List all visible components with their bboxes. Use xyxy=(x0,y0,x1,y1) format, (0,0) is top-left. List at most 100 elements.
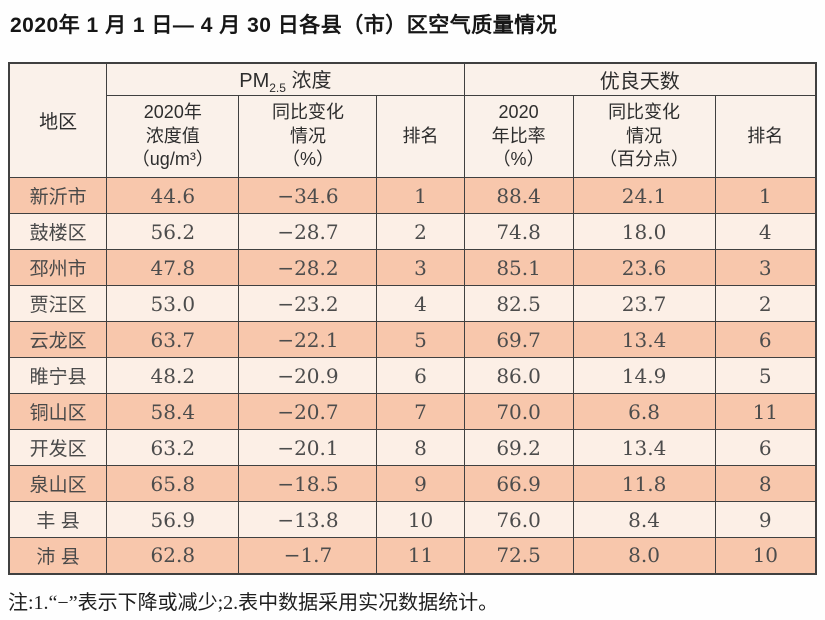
col-header-region: 地区 xyxy=(8,62,108,178)
rate-line1: 2020 xyxy=(498,101,539,122)
cell-rate-rank: 6 xyxy=(714,429,817,466)
cell-region: 邳州市 xyxy=(8,249,108,286)
cell-pm-change: −28.7 xyxy=(238,213,378,250)
col-header-rate-rank: 排名 xyxy=(714,95,817,178)
table-row: 鼓楼区 56.2 −28.7 2 74.8 18.0 4 xyxy=(8,213,817,250)
air-quality-table: 地区 PM2.5 浓度 优良天数 2020年 浓度值 （ug/m³） 同比变化 … xyxy=(8,62,817,575)
cell-pm-change: −13.8 xyxy=(238,501,378,538)
cell-region: 睢宁县 xyxy=(8,357,108,394)
cell-rate-rank: 3 xyxy=(714,249,817,286)
cell-pm-value: 63.2 xyxy=(106,429,240,466)
cell-pm-rank: 8 xyxy=(376,429,465,466)
cell-pm-rank: 9 xyxy=(376,465,465,502)
cell-rate-change: 18.0 xyxy=(572,213,716,250)
table-body: 新沂市 44.6 −34.6 1 88.4 24.1 1 鼓楼区 56.2 −28.7 2 74.8 1… xyxy=(8,177,817,574)
cell-pm-rank: 5 xyxy=(376,321,465,358)
table-row: 云龙区 63.7 −22.1 5 69.7 13.4 6 xyxy=(8,321,817,358)
col-header-pm-change: 同比变化 情况 （%） xyxy=(238,95,378,178)
cell-region: 鼓楼区 xyxy=(8,213,108,250)
cell-pm-change: −18.5 xyxy=(238,465,378,502)
cell-pm-value: 62.8 xyxy=(106,537,240,574)
col-header-pm-rank: 排名 xyxy=(376,95,465,178)
cell-pm-rank: 6 xyxy=(376,357,465,394)
cell-pm-value: 58.4 xyxy=(106,393,240,430)
cell-rate-change: 23.7 xyxy=(572,285,716,322)
cell-rate-change: 14.9 xyxy=(572,357,716,394)
cell-pm-change: −20.9 xyxy=(238,357,378,394)
cell-pm-change: −1.7 xyxy=(238,537,378,574)
cell-region: 沛 县 xyxy=(8,537,108,574)
cell-pm-change: −20.7 xyxy=(238,393,378,430)
cell-rate-rank: 8 xyxy=(714,465,817,502)
cell-pm-change: −20.1 xyxy=(238,429,378,466)
cell-pm-change: −22.1 xyxy=(238,321,378,358)
cell-pm-rank: 2 xyxy=(376,213,465,250)
header-group-row: 地区 PM2.5 浓度 优良天数 xyxy=(8,62,817,178)
pm-change-line2: 情况 xyxy=(289,125,326,146)
table-row: 开发区 63.2 −20.1 8 69.2 13.4 6 xyxy=(8,429,817,466)
cell-pm-value: 44.6 xyxy=(106,177,240,214)
rate-change-line1: 同比变化 xyxy=(608,101,681,122)
cell-pm-rank: 1 xyxy=(376,177,465,214)
cell-rate-change: 23.6 xyxy=(572,249,716,286)
table-row: 铜山区 58.4 −20.7 7 70.0 6.8 11 xyxy=(8,393,817,430)
table-header: 地区 PM2.5 浓度 优良天数 2020年 浓度值 （ug/m³） 同比变化 … xyxy=(8,62,817,178)
cell-rate-rank: 1 xyxy=(714,177,817,214)
cell-region: 新沂市 xyxy=(8,177,108,214)
pm25-label-subscript: 2.5 xyxy=(269,81,286,95)
table-row: 新沂市 44.6 −34.6 1 88.4 24.1 1 xyxy=(8,177,817,214)
cell-pm-change: −28.2 xyxy=(238,249,378,286)
cell-pm-change: −23.2 xyxy=(238,285,378,322)
table-row: 丰 县 56.9 −13.8 10 76.0 8.4 9 xyxy=(8,501,817,538)
pm-value-line2: 浓度值 xyxy=(145,125,200,146)
rate-change-line2: 情况 xyxy=(626,125,663,146)
cell-rate-change: 8.0 xyxy=(572,537,716,574)
col-header-rate: 2020 年比率 （%） xyxy=(463,95,574,178)
cell-rate-rank: 9 xyxy=(714,501,817,538)
table-row: 贾汪区 53.0 −23.2 4 82.5 23.7 2 xyxy=(8,285,817,322)
cell-rate: 69.2 xyxy=(463,429,574,466)
pm25-label-prefix: PM xyxy=(239,70,270,92)
cell-rate-change: 8.4 xyxy=(572,501,716,538)
rate-change-line3: （百分点） xyxy=(599,149,690,170)
cell-pm-value: 53.0 xyxy=(106,285,240,322)
cell-rate: 66.9 xyxy=(463,465,574,502)
cell-rate: 76.0 xyxy=(463,501,574,538)
cell-rate-rank: 6 xyxy=(714,321,817,358)
cell-pm-value: 56.2 xyxy=(106,213,240,250)
cell-rate-change: 11.8 xyxy=(572,465,716,502)
cell-region: 开发区 xyxy=(8,429,108,466)
cell-pm-value: 63.7 xyxy=(106,321,240,358)
col-group-good-days: 优良天数 xyxy=(463,62,817,96)
cell-pm-value: 48.2 xyxy=(106,357,240,394)
cell-rate-rank: 5 xyxy=(714,357,817,394)
cell-rate: 72.5 xyxy=(463,537,574,574)
cell-rate-change: 13.4 xyxy=(572,321,716,358)
cell-pm-value: 65.8 xyxy=(106,465,240,502)
header-sub-row: 2020年 浓度值 （ug/m³） 同比变化 情况 （%） 排名 2020 年比… xyxy=(9,95,817,178)
pm-value-line1: 2020年 xyxy=(143,101,202,122)
col-header-pm-value: 2020年 浓度值 （ug/m³） xyxy=(106,95,240,178)
cell-pm-value: 47.8 xyxy=(106,249,240,286)
cell-region: 云龙区 xyxy=(8,321,108,358)
page-title: 2020年 1 月 1 日— 4 月 30 日各县（市）区空气质量情况 xyxy=(10,14,558,37)
cell-rate-change: 6.8 xyxy=(572,393,716,430)
cell-pm-rank: 4 xyxy=(376,285,465,322)
cell-rate-rank: 10 xyxy=(714,537,817,574)
cell-region: 铜山区 xyxy=(8,393,108,430)
cell-pm-rank: 7 xyxy=(376,393,465,430)
table-row: 邳州市 47.8 −28.2 3 85.1 23.6 3 xyxy=(8,249,817,286)
cell-rate: 82.5 xyxy=(463,285,574,322)
pm-change-line3: （%） xyxy=(281,149,334,170)
cell-rate-change: 13.4 xyxy=(572,429,716,466)
pm25-label-suffix: 浓度 xyxy=(285,70,332,92)
cell-rate: 69.7 xyxy=(463,321,574,358)
table-row: 睢宁县 48.2 −20.9 6 86.0 14.9 5 xyxy=(8,357,817,394)
cell-pm-value: 56.9 xyxy=(106,501,240,538)
cell-region: 丰 县 xyxy=(8,501,108,538)
cell-pm-rank: 3 xyxy=(376,249,465,286)
cell-rate-rank: 2 xyxy=(714,285,817,322)
cell-pm-rank: 10 xyxy=(376,501,465,538)
rate-line2: 年比率 xyxy=(491,125,546,146)
